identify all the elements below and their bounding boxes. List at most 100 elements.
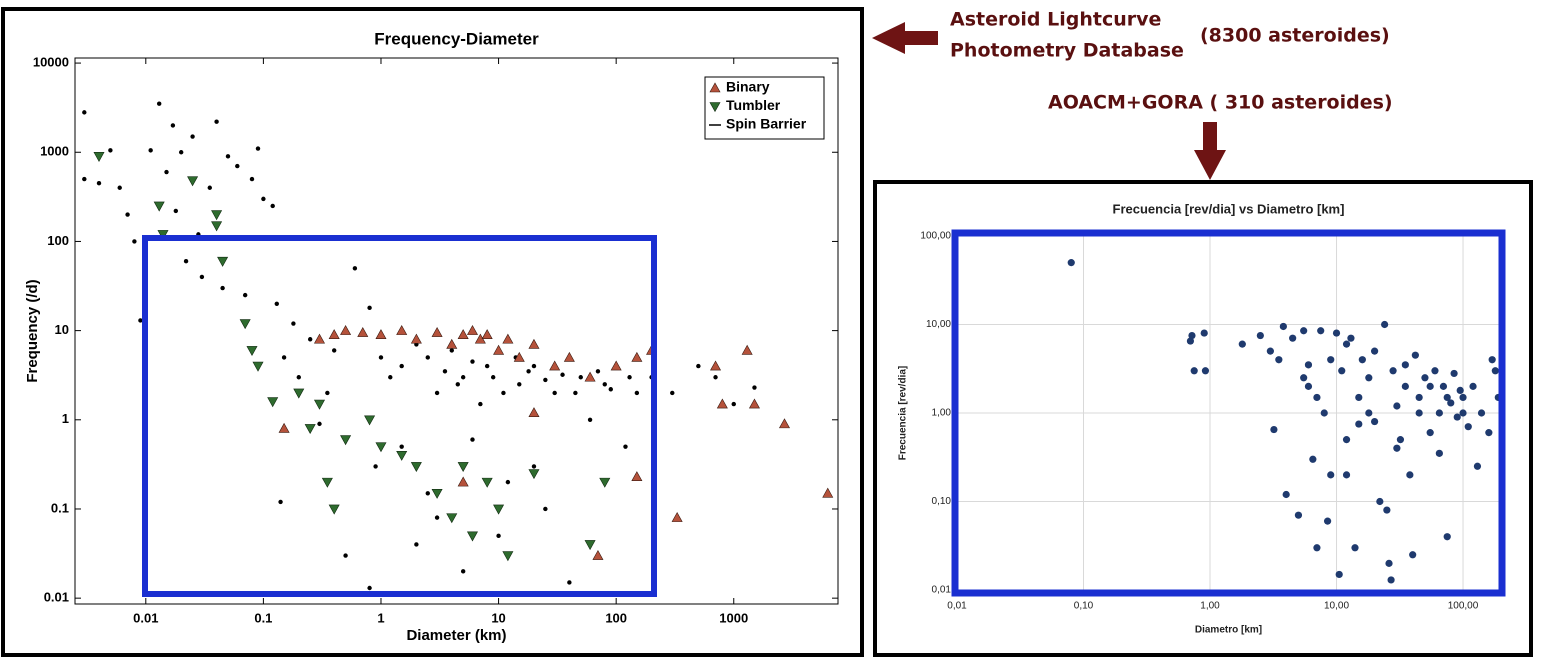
- point: [307, 337, 313, 342]
- binary-point: [778, 418, 790, 429]
- y-axis-label: Frequency (/d): [24, 279, 41, 382]
- point: [1406, 471, 1414, 479]
- legend-label: Binary: [726, 79, 770, 95]
- point: [190, 134, 195, 139]
- point: [1190, 367, 1198, 375]
- binary-point: [502, 333, 514, 344]
- point: [543, 506, 548, 512]
- highlight-box: [951, 229, 1506, 597]
- y-axis-label: Frecuencia [rev/dia]: [898, 366, 909, 460]
- legend-label: Spin Barrier: [726, 116, 807, 132]
- point: [399, 444, 404, 449]
- point: [1371, 417, 1379, 426]
- highlight-box: [142, 235, 657, 597]
- point: [1323, 517, 1332, 525]
- point: [414, 542, 419, 547]
- point: [249, 176, 255, 182]
- binary-point: [741, 344, 753, 355]
- binary-point: [528, 338, 540, 349]
- point: [1317, 327, 1325, 335]
- point: [434, 390, 440, 396]
- x-axis-label: Diametro [km]: [1195, 625, 1262, 636]
- point: [1279, 322, 1287, 331]
- point: [623, 444, 628, 449]
- point: [552, 390, 557, 396]
- point: [170, 123, 176, 128]
- point: [1313, 544, 1321, 552]
- point: [470, 437, 475, 442]
- binary-point: [313, 333, 326, 344]
- binary-point: [466, 324, 478, 335]
- binary-point: [357, 326, 369, 337]
- point: [442, 369, 448, 374]
- point: [460, 569, 466, 574]
- tumbler-point: [410, 462, 422, 473]
- binary-point: [340, 324, 352, 335]
- binary-point: [631, 351, 643, 362]
- point: [1464, 423, 1472, 431]
- point: [173, 208, 179, 214]
- x-axis-label: Diameter (km): [406, 627, 506, 644]
- point: [1491, 367, 1499, 375]
- y-tick-label: 10: [55, 322, 69, 337]
- binary-point: [328, 329, 340, 339]
- x-tick-label: 0,01: [947, 601, 967, 612]
- binary-point: [584, 371, 596, 382]
- binary-point: [631, 471, 643, 482]
- point: [156, 101, 162, 106]
- chart-title: Frequency-Diameter: [374, 29, 539, 48]
- point: [449, 348, 454, 353]
- point: [1270, 425, 1278, 434]
- point: [367, 585, 372, 591]
- point: [1335, 570, 1343, 579]
- point: [1200, 329, 1208, 337]
- point: [214, 119, 219, 124]
- point: [470, 359, 475, 364]
- point: [752, 385, 757, 390]
- binary-point: [709, 82, 721, 93]
- point: [531, 363, 537, 369]
- x-tick-label: 100,00: [1448, 601, 1479, 612]
- x-tick-label: 10,00: [1324, 601, 1349, 612]
- point: [608, 387, 613, 392]
- point: [352, 266, 358, 271]
- point: [225, 154, 231, 159]
- point: [367, 305, 372, 311]
- tumbler-point: [239, 319, 251, 330]
- x-tick-label: 1,00: [1200, 601, 1220, 612]
- point: [1450, 369, 1458, 378]
- point: [138, 318, 143, 323]
- point: [587, 417, 593, 422]
- point: [1477, 409, 1486, 417]
- tumbler-point: [217, 256, 229, 267]
- point: [602, 382, 607, 387]
- x-tick-label: 10: [491, 610, 505, 625]
- point: [1401, 382, 1409, 390]
- point: [1304, 382, 1313, 390]
- charts: Frequency-Diameter Diameter (km) Frequency…: [24, 29, 1502, 644]
- point: [1393, 444, 1401, 452]
- point: [1431, 367, 1439, 375]
- tumbler-point: [481, 477, 493, 488]
- point: [1300, 327, 1308, 335]
- point: [1186, 337, 1195, 345]
- point: [1266, 347, 1274, 355]
- legend-box: [704, 76, 825, 140]
- point: [1351, 544, 1359, 552]
- point: [1443, 533, 1451, 541]
- binary-point: [513, 351, 525, 362]
- tumbler-point: [493, 504, 505, 515]
- binary-point: [457, 476, 469, 487]
- point: [108, 148, 113, 153]
- plot-frame: [74, 57, 839, 605]
- tumbler-point: [457, 462, 469, 473]
- point: [1304, 361, 1313, 369]
- point: [1358, 356, 1366, 364]
- point: [526, 369, 531, 374]
- y-tick-label: 10,00: [926, 319, 951, 330]
- annotation: Photometry Database: [950, 40, 1184, 62]
- y-tick-label: 100: [47, 233, 69, 248]
- binary-point: [278, 422, 290, 433]
- tumbler-point: [187, 176, 199, 187]
